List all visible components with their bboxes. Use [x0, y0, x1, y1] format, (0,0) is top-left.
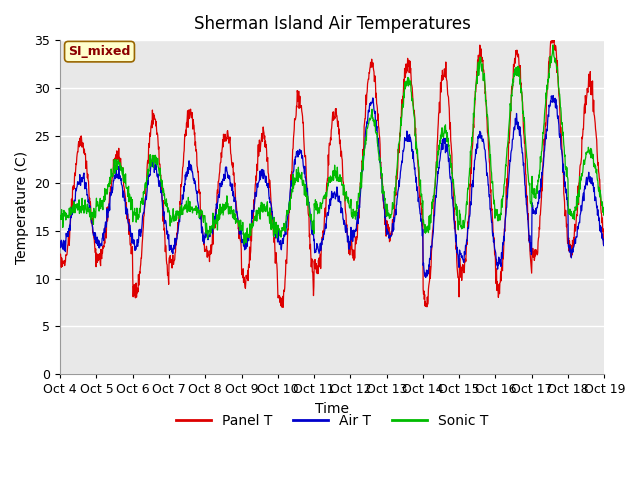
- X-axis label: Time: Time: [316, 402, 349, 416]
- Title: Sherman Island Air Temperatures: Sherman Island Air Temperatures: [194, 15, 470, 33]
- Text: SI_mixed: SI_mixed: [68, 45, 131, 58]
- Y-axis label: Temperature (C): Temperature (C): [15, 151, 29, 264]
- Legend: Panel T, Air T, Sonic T: Panel T, Air T, Sonic T: [171, 409, 493, 434]
